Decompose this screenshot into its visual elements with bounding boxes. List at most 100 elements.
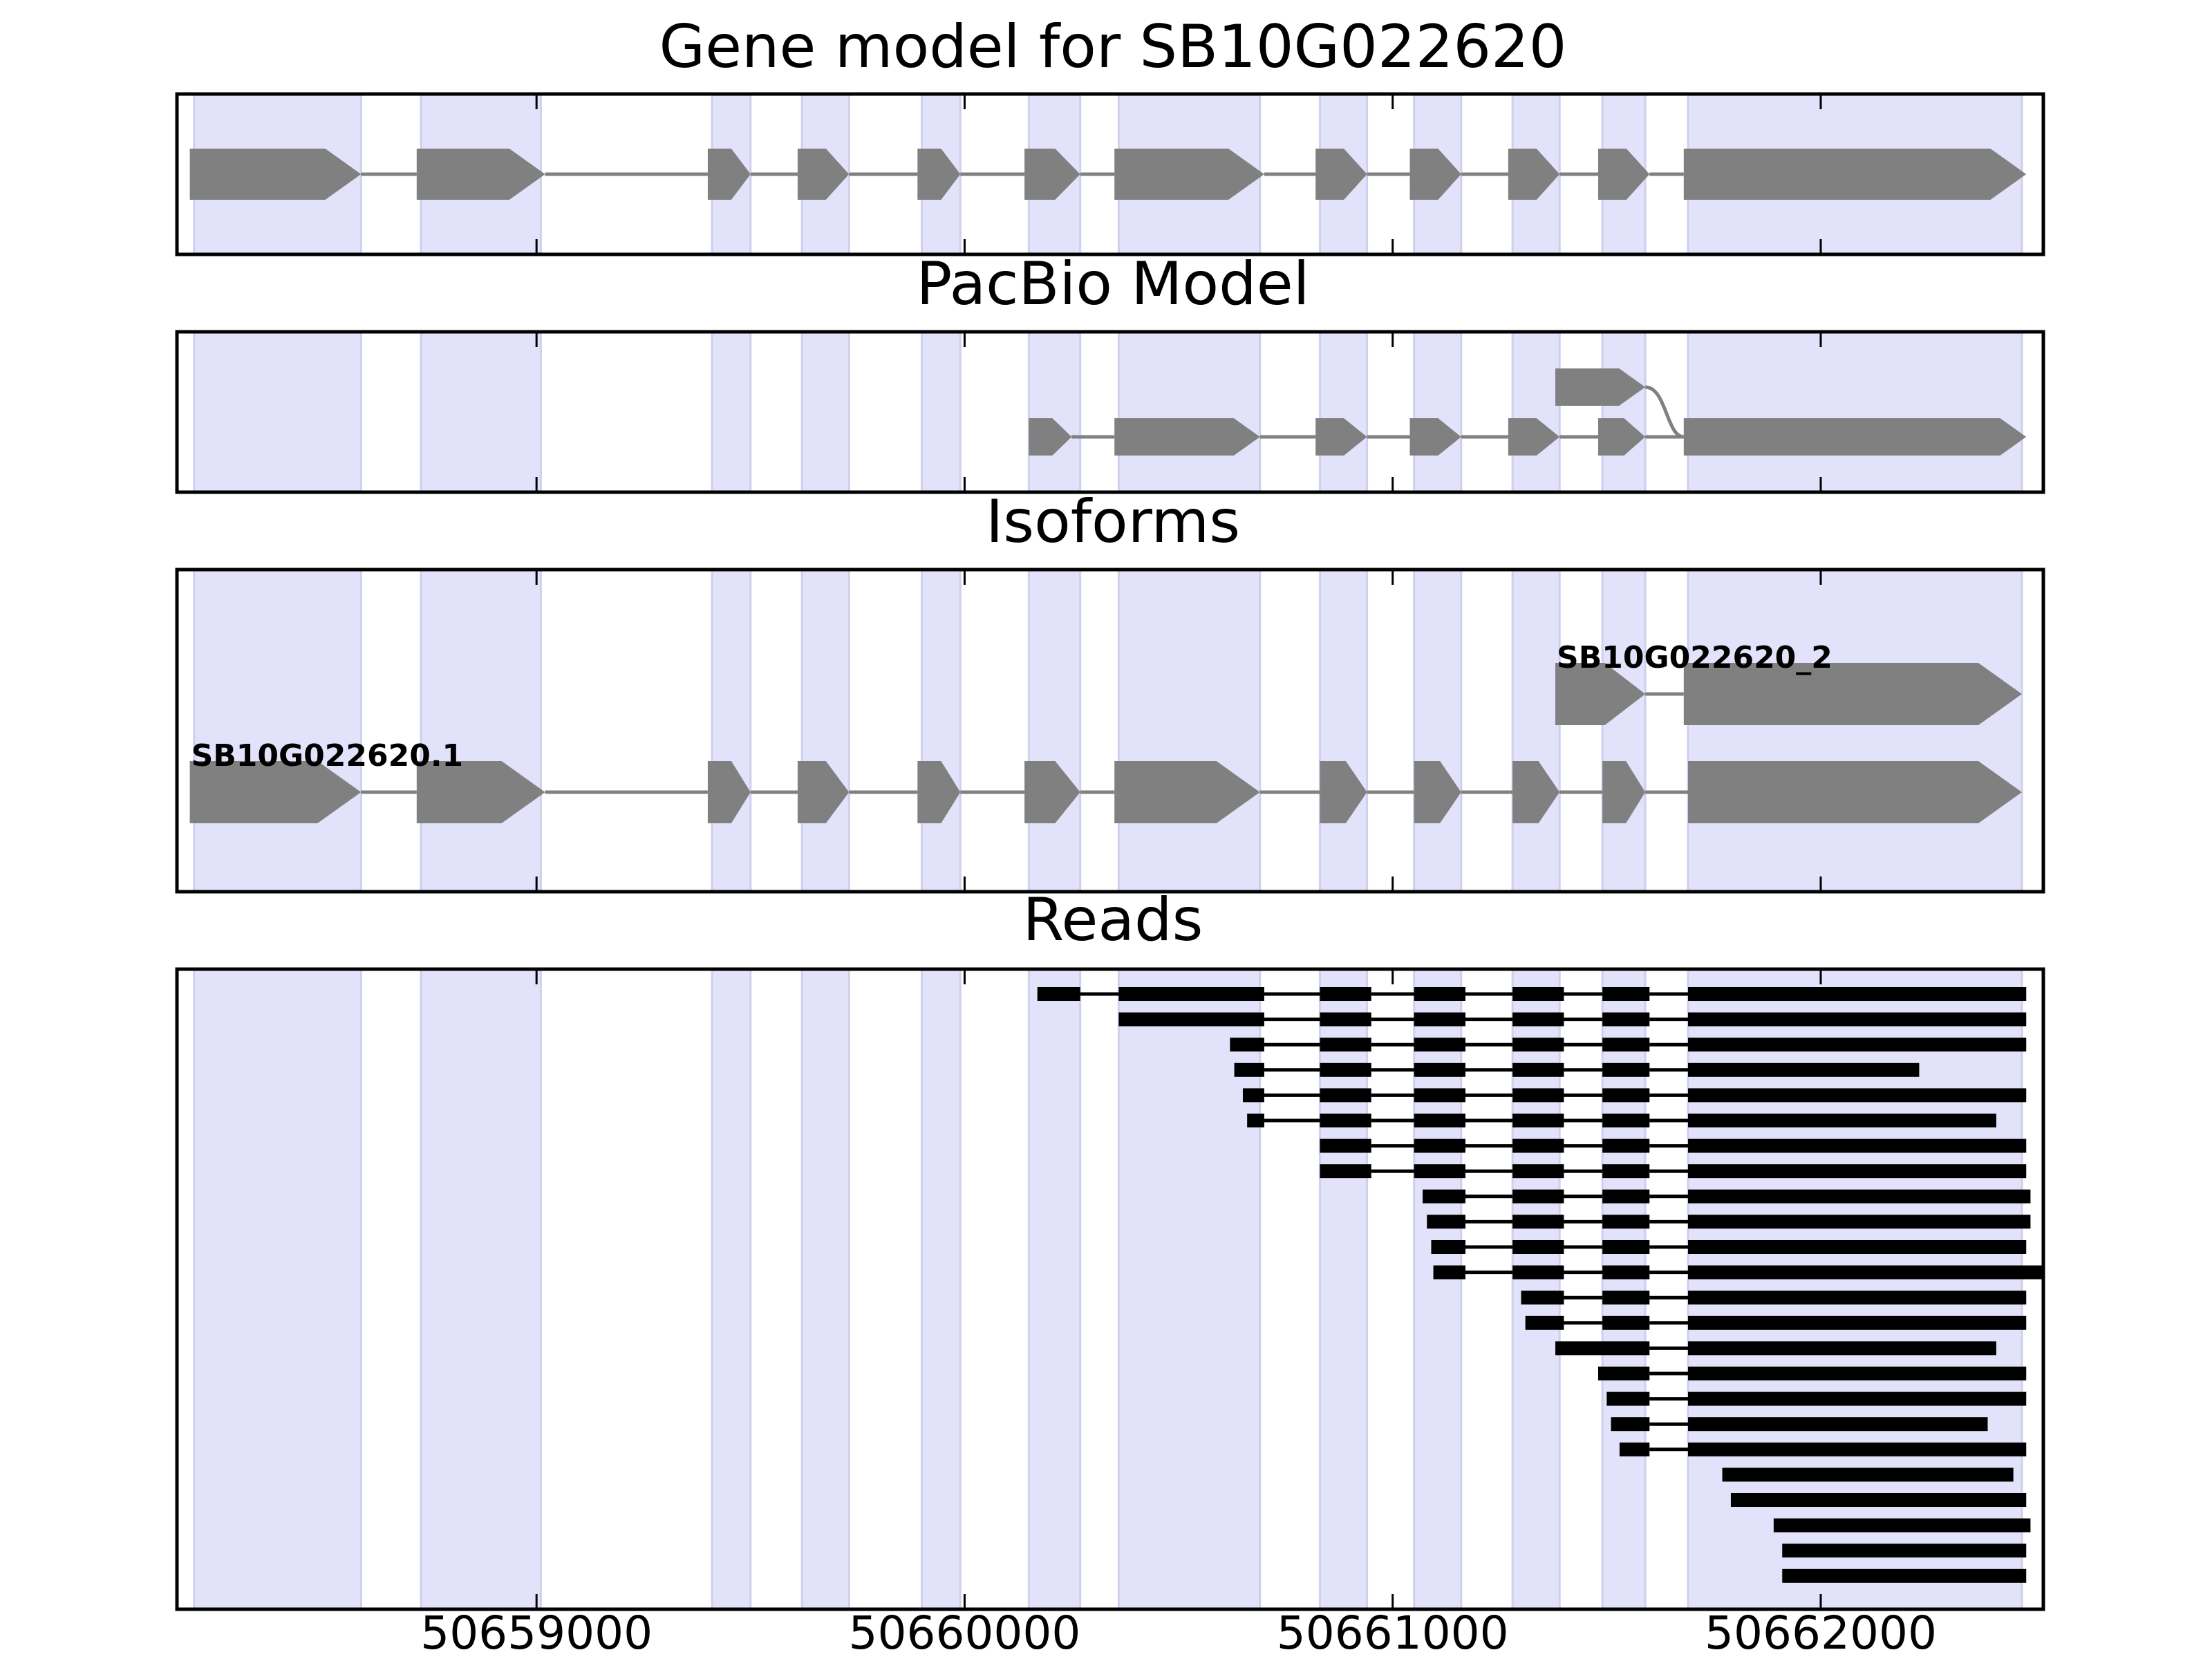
isoform-1-exon-8 xyxy=(1414,761,1461,823)
isoforms-title: Isoforms xyxy=(986,487,1240,556)
read-22-block-0 xyxy=(1782,1544,2027,1558)
read-2-block-3 xyxy=(1512,1038,1564,1052)
read-13-block-0 xyxy=(1525,1315,1564,1330)
read-4-block-0 xyxy=(1242,1088,1264,1103)
reads-exon-shading-4 xyxy=(921,968,962,1611)
isoforms-exon-shading-9 xyxy=(1511,568,1561,893)
isoforms-exon-shading-10 xyxy=(1601,568,1647,893)
pacbio-exon-shading-10 xyxy=(1601,330,1647,494)
read-7-block-0 xyxy=(1320,1164,1371,1179)
pacbio-model-alt-exon-0 xyxy=(1555,368,1646,406)
isoforms-exon-shading-5 xyxy=(1027,568,1082,893)
read-2-block-5 xyxy=(1688,1038,2027,1052)
read-15-block-0 xyxy=(1597,1367,1650,1380)
pacbio-model-main-exon-3 xyxy=(1409,418,1461,456)
read-16-block-1 xyxy=(1688,1391,2027,1406)
read-12-block-1 xyxy=(1602,1291,1650,1305)
read-2-block-1 xyxy=(1320,1038,1371,1052)
read-7-block-1 xyxy=(1414,1164,1465,1179)
isoforms-exon-shading-4 xyxy=(921,568,962,893)
read-18-block-0 xyxy=(1619,1442,1650,1456)
gene-model-exon-1 xyxy=(416,149,545,200)
read-7-block-4 xyxy=(1688,1164,2027,1179)
read-16-block-0 xyxy=(1606,1391,1650,1406)
isoform-label-1: SB10G022620.1 xyxy=(191,738,464,774)
pacbio-exon-shading-0 xyxy=(193,330,362,494)
isoform-1-exon-4 xyxy=(917,761,961,823)
pacbio-model-main-exon-5 xyxy=(1598,418,1646,456)
pacbio-exon-shading-2 xyxy=(711,330,752,494)
read-14-block-0 xyxy=(1555,1341,1650,1356)
pacbio-exon-shading-5 xyxy=(1027,330,1082,494)
pacbio-model-main-exon-1 xyxy=(1114,418,1260,456)
x-tick-label-0: 50659000 xyxy=(420,1606,653,1659)
x-tick-label-3: 50662000 xyxy=(1705,1606,1937,1659)
reads-exon-shading-2 xyxy=(711,968,752,1611)
gene-model-exon-0 xyxy=(189,149,362,200)
gene-model-exon-11 xyxy=(1683,149,2027,200)
gene-model-exon-5 xyxy=(1024,149,1080,200)
read-10-block-1 xyxy=(1512,1240,1564,1254)
pacbio-exon-shading-9 xyxy=(1511,330,1561,494)
read-18-block-1 xyxy=(1688,1442,2027,1456)
isoforms-exon-shading-8 xyxy=(1413,568,1463,893)
gene-model-exon-4 xyxy=(917,149,961,200)
pacbio-model-main-exon-4 xyxy=(1508,418,1560,456)
pacbio-model-main-exon-6 xyxy=(1683,418,2027,456)
read-9-block-3 xyxy=(1688,1215,2031,1229)
read-5-block-0 xyxy=(1247,1114,1264,1127)
read-8-block-3 xyxy=(1688,1189,2031,1203)
read-6-block-1 xyxy=(1414,1138,1465,1153)
isoforms-exon-shading-6 xyxy=(1117,568,1262,893)
read-6-block-3 xyxy=(1602,1138,1650,1153)
read-14-block-1 xyxy=(1688,1341,1996,1356)
read-3-block-0 xyxy=(1234,1062,1264,1077)
reads-exon-shading-5 xyxy=(1027,968,1082,1611)
read-4-block-5 xyxy=(1688,1088,2027,1103)
read-6-block-2 xyxy=(1512,1138,1564,1153)
gene-model-exon-6 xyxy=(1114,149,1264,200)
read-1-block-5 xyxy=(1688,1012,2027,1027)
isoforms-exon-shading-3 xyxy=(800,568,850,893)
read-0-block-2 xyxy=(1320,987,1371,1001)
gene-model-exon-7 xyxy=(1315,149,1367,200)
read-11-block-3 xyxy=(1688,1265,2043,1280)
gene-model-exon-3 xyxy=(797,149,850,200)
gene-panel-frame xyxy=(175,92,2045,256)
read-1-block-4 xyxy=(1602,1012,1650,1027)
read-5-block-4 xyxy=(1602,1114,1650,1127)
read-10-block-3 xyxy=(1688,1240,2027,1254)
pacbio-exon-shading-7 xyxy=(1318,330,1369,494)
read-0-block-3 xyxy=(1414,987,1465,1001)
read-4-block-4 xyxy=(1602,1088,1650,1103)
read-10-block-2 xyxy=(1602,1240,1650,1254)
pacbio-exon-shading-8 xyxy=(1413,330,1463,494)
read-3-block-5 xyxy=(1688,1062,1920,1077)
read-0-block-5 xyxy=(1602,987,1650,1001)
read-5-block-1 xyxy=(1320,1114,1371,1127)
read-0-block-1 xyxy=(1118,987,1264,1001)
x-tick-label-1: 50660000 xyxy=(848,1606,1080,1659)
read-5-block-2 xyxy=(1414,1114,1465,1127)
read-1-block-3 xyxy=(1512,1012,1564,1027)
read-9-block-1 xyxy=(1512,1215,1564,1229)
read-10-block-0 xyxy=(1431,1240,1465,1254)
gene-model-exon-10 xyxy=(1598,149,1650,200)
pacbio-model-panel xyxy=(175,330,2045,494)
read-17-block-0 xyxy=(1611,1417,1650,1432)
pacbio-model-main-exon-2 xyxy=(1315,418,1367,456)
isoform-1-exon-7 xyxy=(1320,761,1367,823)
isoforms-exon-shading-1 xyxy=(420,568,542,893)
read-11-block-0 xyxy=(1433,1265,1465,1280)
read-1-block-1 xyxy=(1320,1012,1371,1027)
read-7-block-2 xyxy=(1512,1164,1564,1179)
isoform-1-exon-9 xyxy=(1512,761,1560,823)
isoform-1-exon-1 xyxy=(416,761,545,823)
isoforms-panel: SB10G022620_2 SB10G022620.1 xyxy=(175,568,2045,894)
read-8-block-1 xyxy=(1512,1189,1564,1203)
read-12-block-2 xyxy=(1688,1291,2027,1305)
read-17-block-1 xyxy=(1688,1417,1988,1432)
read-9-block-0 xyxy=(1427,1215,1465,1229)
read-11-block-1 xyxy=(1512,1265,1564,1280)
